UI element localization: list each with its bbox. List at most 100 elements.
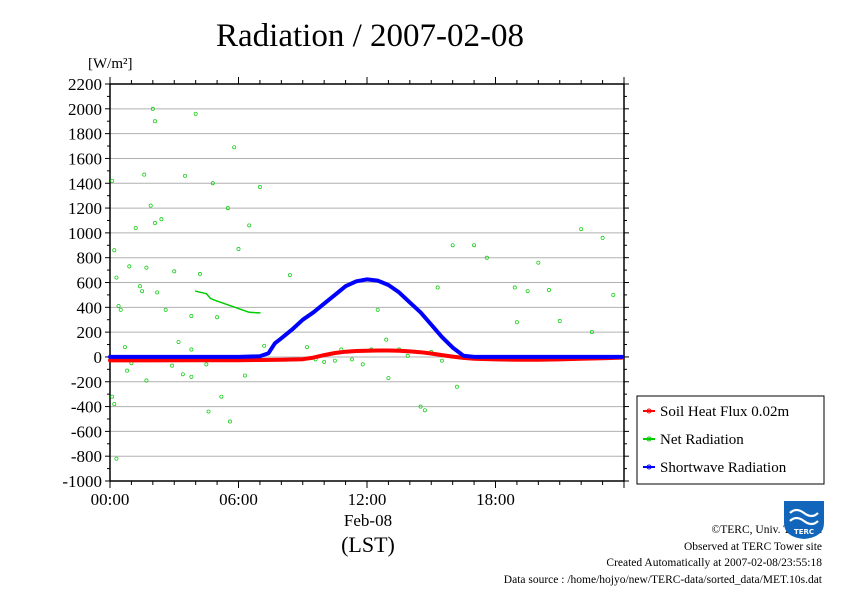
scatter-point	[206, 409, 211, 414]
legend-label: Shortwave Radiation	[660, 460, 787, 476]
y-tick-label: 2200	[68, 75, 102, 94]
scatter-point	[116, 304, 121, 309]
chart-title: Radiation / 2007-02-08	[216, 18, 524, 54]
scatter-point	[305, 345, 309, 349]
x-axis-label: (LST)	[341, 532, 395, 557]
y-tick-label: 600	[77, 274, 103, 293]
scatter-point	[172, 269, 177, 274]
footer-source: Data source : /home/hojyo/new/TERC-data/…	[504, 574, 823, 586]
y-tick-label: 1800	[68, 125, 102, 144]
scatter-point	[360, 362, 365, 367]
scatter-point	[257, 185, 262, 189]
scatter-point	[112, 402, 117, 407]
series-line	[108, 277, 624, 359]
scatter-point	[375, 307, 380, 312]
legend-marker	[646, 436, 652, 442]
scatter-point	[127, 264, 132, 269]
scatter-point	[455, 384, 459, 389]
legend-box	[636, 395, 825, 485]
footer-created: Created Automatically at 2007-02-08/23:5…	[606, 557, 822, 569]
scatter-point	[227, 419, 232, 424]
scatter-point	[118, 307, 123, 312]
x-tick-label: 06:00	[219, 490, 258, 509]
scatter-point	[153, 220, 157, 225]
y-axis-unit: [W/m²]	[88, 56, 132, 72]
scatter-point	[472, 243, 477, 248]
scatter-point	[197, 271, 202, 276]
scatter-point	[422, 408, 427, 413]
scatter-point	[140, 289, 145, 294]
scatter-point	[512, 285, 517, 290]
scatter-point	[450, 243, 455, 248]
scatter-point	[112, 248, 117, 253]
scatter-point	[189, 314, 194, 318]
x-tick-label: 18:00	[476, 490, 515, 509]
y-tick-label: -200	[71, 373, 102, 392]
scatter-point	[536, 260, 541, 265]
terc-logo-icon: TERC	[784, 501, 824, 539]
scatter-point	[435, 285, 440, 290]
y-tick-label: 200	[77, 323, 103, 342]
scatter-point	[138, 284, 142, 289]
scatter-point	[547, 287, 551, 292]
scatter-point	[386, 376, 391, 380]
scatter-point	[262, 343, 267, 348]
x-tick-label: 12:00	[348, 490, 387, 509]
scatter-point	[163, 307, 168, 312]
scatter-point	[110, 178, 115, 183]
scatter-point	[514, 320, 519, 325]
x-axis-ticks: 00:00 06:00 12:00 18:00	[91, 77, 625, 509]
scatter-point	[125, 368, 130, 373]
y-tick-label: 1400	[68, 174, 102, 193]
scatter-point	[287, 273, 292, 278]
scatter-point	[215, 315, 220, 320]
scatter-point	[332, 358, 337, 363]
scatter-point	[405, 353, 410, 358]
scatter-point	[418, 404, 423, 409]
scatter-point	[219, 394, 224, 399]
scatter-point	[611, 292, 616, 297]
legend-marker	[646, 408, 652, 414]
scatter-point	[350, 357, 354, 362]
scatter-point	[589, 330, 594, 335]
y-axis-ticks: -1000 -800 -600 -400 -200 0 200 400 600 800 1000 12…	[62, 75, 629, 491]
y-tick-label: -600	[71, 422, 102, 441]
scatter-point	[204, 362, 209, 367]
scatter-point	[557, 319, 562, 323]
y-tick-label: 1200	[68, 199, 102, 218]
legend-label: Net Radiation	[660, 432, 744, 448]
scatter-point	[384, 337, 389, 342]
scatter-point	[176, 340, 181, 344]
scatter-point	[440, 358, 444, 363]
scatter-point	[123, 345, 127, 349]
scatter-point	[236, 247, 241, 251]
series-line	[108, 348, 624, 363]
scatter-point	[484, 255, 489, 260]
scatter-point	[114, 456, 119, 461]
scatter-point	[180, 372, 185, 377]
legend-marker	[646, 464, 652, 470]
scatter-point	[110, 394, 115, 399]
y-tick-label: -1000	[62, 472, 102, 491]
logo-text: TERC	[794, 528, 814, 536]
y-tick-label: 1600	[68, 149, 102, 168]
legend: Soil Heat Flux 0.02m Net Radiation Shortwa…	[636, 395, 825, 485]
scatter-point	[150, 106, 155, 111]
footer-observed: Observed at TERC Tower site	[684, 541, 822, 553]
scatter-point	[183, 173, 187, 178]
y-tick-label: 2000	[68, 100, 102, 119]
scatter-point	[153, 119, 157, 124]
scatter-point	[170, 363, 175, 368]
scatter-point	[210, 181, 215, 186]
scatter-point	[232, 145, 237, 150]
scatter-point	[142, 172, 147, 177]
scatter-point	[114, 275, 119, 280]
grid-lines	[110, 83, 624, 482]
y-tick-label: -800	[71, 447, 102, 466]
y-tick-label: 1000	[68, 224, 102, 243]
x-date-label: Feb-08	[344, 511, 392, 530]
scatter-point	[579, 227, 584, 232]
y-tick-label: 0	[94, 348, 103, 367]
plot-frame	[109, 83, 625, 482]
